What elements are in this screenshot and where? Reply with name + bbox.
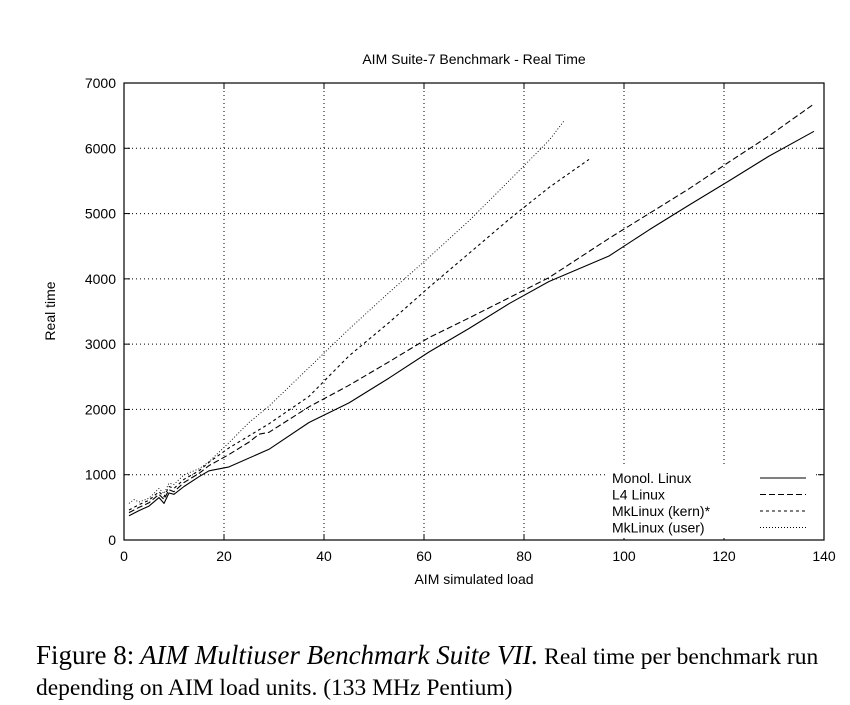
x-tick-label: 0	[120, 548, 128, 564]
plot-frame	[123, 82, 825, 541]
x-tick-label: 100	[612, 548, 636, 564]
caption-title: AIM Multiuser Benchmark Suite VII.	[140, 640, 539, 670]
y-axis-label: Real time	[42, 281, 58, 340]
legend-label-2: L4 Linux	[612, 487, 665, 503]
y-tick-label: 1000	[85, 467, 116, 483]
caption-text: Real time per benchmark run depending on…	[36, 644, 819, 701]
x-axis-label: AIM simulated load	[414, 571, 533, 587]
x-tick-label: 60	[416, 548, 432, 564]
legend-label-1: Monol. Linux	[612, 470, 691, 486]
series-lines	[128, 103, 815, 517]
y-tick-label: 2000	[85, 401, 116, 417]
grid	[124, 83, 824, 540]
chart: 0 20 40 60 80 100 120 140 0 1000 2000 3000 4000 5000 6…	[42, 51, 836, 587]
y-tick-label: 5000	[85, 206, 116, 222]
y-tick-label: 0	[108, 532, 116, 548]
y-tick-label: 7000	[85, 75, 116, 91]
series-line-2	[128, 103, 815, 514]
y-tick-label: 3000	[85, 336, 116, 352]
axis-ticks: 0 20 40 60 80 100 120 140 0 1000 2000 3000 4000 5000 6…	[85, 75, 836, 564]
x-tick-label: 140	[812, 548, 836, 564]
x-tick-label: 20	[216, 548, 232, 564]
x-tick-label: 80	[516, 548, 532, 564]
x-tick-label: 40	[316, 548, 332, 564]
legend-label-3: MkLinux (kern)*	[612, 503, 711, 519]
y-tick-label: 6000	[85, 140, 116, 156]
series-line-4	[128, 120, 565, 504]
series-line-1	[128, 130, 815, 517]
chart-title: AIM Suite-7 Benchmark - Real Time	[362, 51, 586, 67]
x-tick-label: 120	[712, 548, 736, 564]
caption-label: Figure 8:	[36, 640, 135, 670]
legend-label-4: MkLinux (user)	[612, 520, 705, 536]
series-line-3	[128, 158, 590, 511]
y-tick-label: 4000	[85, 271, 116, 287]
figure-caption: Figure 8: AIM Multiuser Benchmark Suite …	[36, 640, 836, 704]
